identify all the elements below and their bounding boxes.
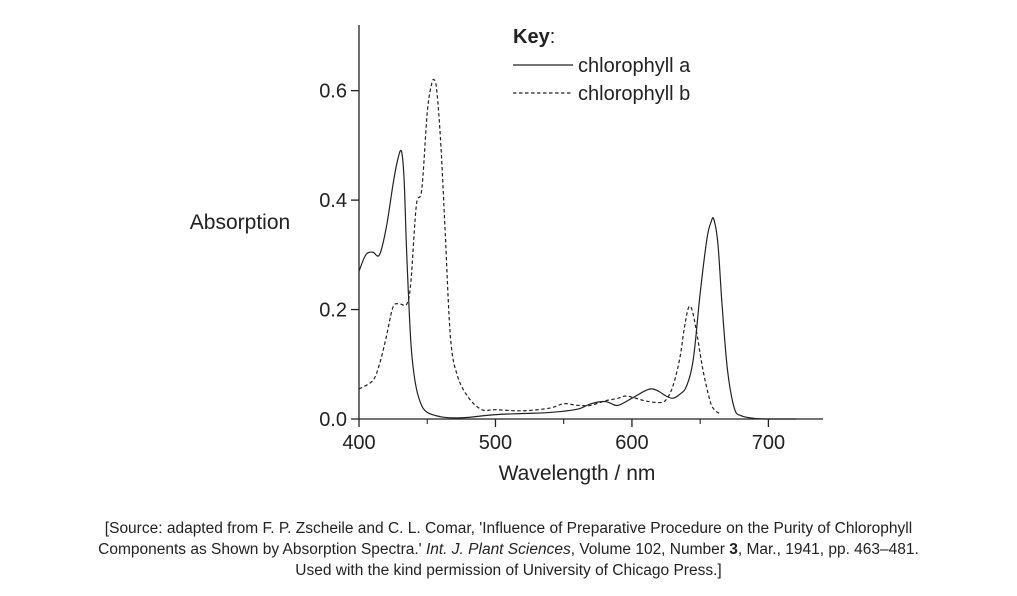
ticks: 0.0 0.2 0.4 0.6 400 500 600 700 — [319, 81, 785, 454]
source-line-1: [Source: adapted from F. P. Zscheile and… — [104, 520, 913, 537]
x-tick-label: 400 — [342, 432, 375, 454]
legend: Key: chlorophyll a chlorophyll b — [513, 26, 691, 105]
x-tick-label: 500 — [479, 432, 512, 454]
source-line-2-part-b: , Volume 102, Number — [570, 541, 730, 558]
absorption-chart: 0.0 0.2 0.4 0.6 400 500 600 700 Wavelength / nm… — [190, 25, 823, 485]
x-tick-label: 600 — [615, 432, 648, 454]
legend-title-text: Key — [513, 26, 551, 48]
x-tick-label: 700 — [752, 432, 785, 454]
y-tick-label: 0.2 — [319, 300, 347, 322]
legend-label-chlorophyll-b: chlorophyll b — [578, 83, 690, 105]
source-line-2: Components as Shown by Absorption Spectr… — [0, 539, 1017, 560]
source-number: 3 — [729, 541, 738, 558]
legend-title: Key: — [513, 26, 555, 48]
source-citation: [Source: adapted from F. P. Zscheile and… — [0, 518, 1017, 581]
y-tick-label: 0.4 — [319, 190, 347, 212]
y-axis-title: Absorption — [190, 211, 290, 234]
source-line-2-part-a: Components as Shown by Absorption Spectr… — [98, 541, 426, 558]
source-line-3: Used with the kind permission of Univers… — [295, 562, 722, 579]
series-line-chlorophyll-b — [358, 78, 720, 415]
source-line-2-part-c: , Mar., 1941, pp. 463–481. — [737, 541, 919, 558]
legend-title-colon: : — [550, 26, 556, 48]
series-line-chlorophyll-a — [358, 149, 796, 420]
source-journal: Int. J. Plant Sciences — [425, 541, 571, 558]
x-axis-title: Wavelength / nm — [499, 462, 656, 485]
series — [358, 78, 796, 420]
y-tick-label: 0.6 — [319, 81, 347, 103]
legend-label-chlorophyll-a: chlorophyll a — [578, 55, 691, 77]
y-tick-label: 0.0 — [319, 409, 347, 431]
